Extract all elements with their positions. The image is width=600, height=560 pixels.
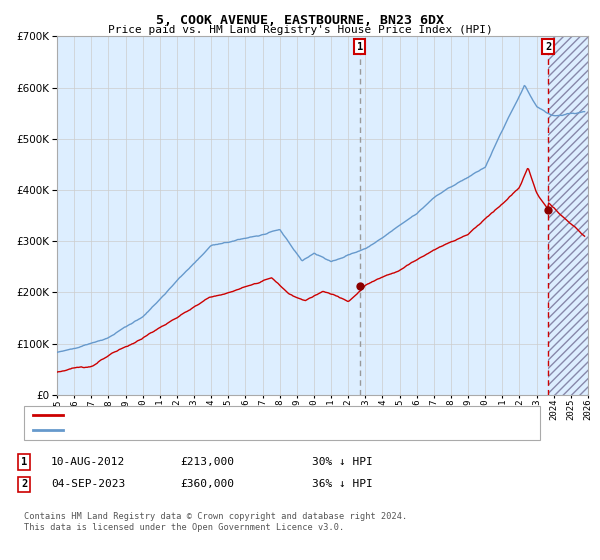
- Bar: [548, 36, 588, 395]
- Text: 5, COOK AVENUE, EASTBOURNE, BN23 6DX (detached house): 5, COOK AVENUE, EASTBOURNE, BN23 6DX (de…: [69, 410, 380, 421]
- Text: Price paid vs. HM Land Registry's House Price Index (HPI): Price paid vs. HM Land Registry's House …: [107, 25, 493, 35]
- Text: 5, COOK AVENUE, EASTBOURNE, BN23 6DX: 5, COOK AVENUE, EASTBOURNE, BN23 6DX: [156, 14, 444, 27]
- Text: £360,000: £360,000: [180, 479, 234, 489]
- Text: 1: 1: [21, 457, 27, 467]
- Text: £213,000: £213,000: [180, 457, 234, 467]
- Text: 2: 2: [545, 42, 551, 52]
- Text: 1: 1: [356, 42, 363, 52]
- Text: Contains HM Land Registry data © Crown copyright and database right 2024.
This d: Contains HM Land Registry data © Crown c…: [24, 512, 407, 532]
- Text: 2: 2: [21, 479, 27, 489]
- Text: 36% ↓ HPI: 36% ↓ HPI: [312, 479, 373, 489]
- Text: 04-SEP-2023: 04-SEP-2023: [51, 479, 125, 489]
- Text: 30% ↓ HPI: 30% ↓ HPI: [312, 457, 373, 467]
- Text: HPI: Average price, detached house, Eastbourne: HPI: Average price, detached house, East…: [69, 425, 339, 435]
- Text: 10-AUG-2012: 10-AUG-2012: [51, 457, 125, 467]
